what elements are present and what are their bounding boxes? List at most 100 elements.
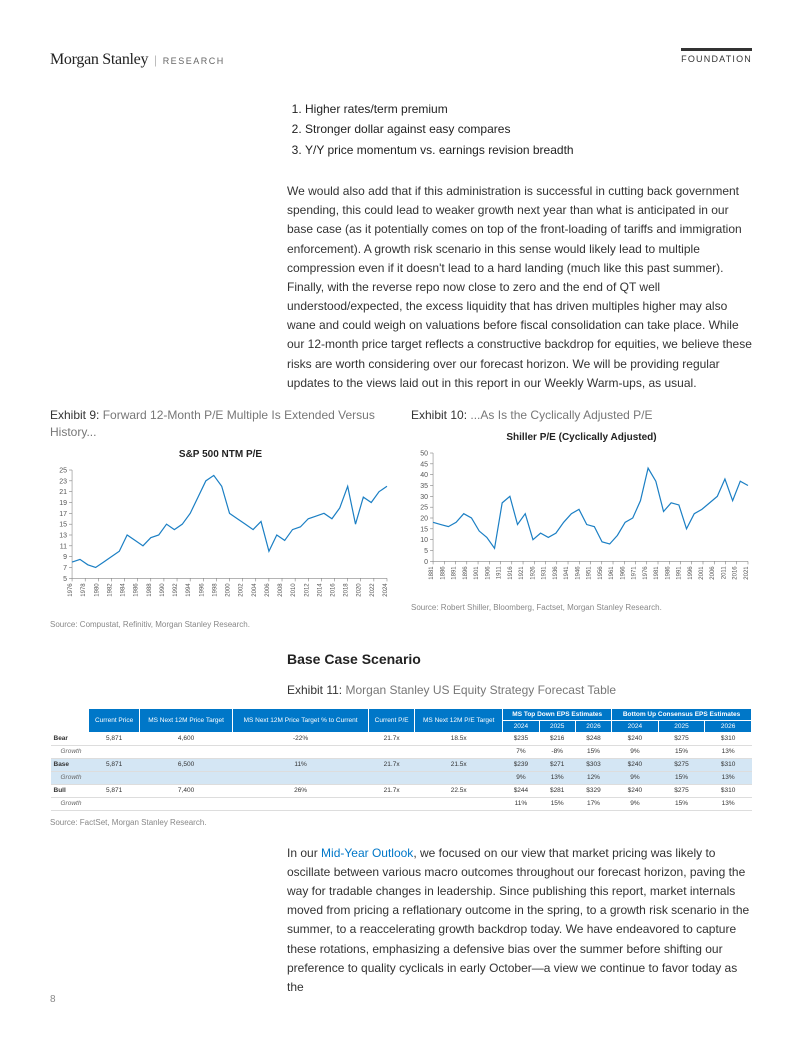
svg-text:1881: 1881 <box>429 566 435 580</box>
svg-text:11: 11 <box>60 543 67 550</box>
svg-text:30: 30 <box>420 494 428 501</box>
svg-text:1941: 1941 <box>564 566 570 580</box>
svg-text:45: 45 <box>420 462 428 469</box>
table-source: Source: FactSet, Morgan Stanley Research… <box>50 817 752 829</box>
svg-text:23: 23 <box>59 478 67 485</box>
svg-text:1891: 1891 <box>452 566 458 580</box>
svg-text:1936: 1936 <box>553 566 559 580</box>
svg-text:1996: 1996 <box>199 583 205 597</box>
svg-text:2001: 2001 <box>699 566 705 580</box>
svg-text:1976: 1976 <box>68 583 74 597</box>
svg-text:2010: 2010 <box>291 583 297 597</box>
brand-sub: RESEARCH <box>163 56 225 66</box>
svg-text:1926: 1926 <box>530 566 536 580</box>
closing-paragraph: In our Mid-Year Outlook, we focused on o… <box>287 844 752 998</box>
svg-text:1966: 1966 <box>620 566 626 580</box>
forecast-table: Current PriceMS Next 12M Price TargetMS … <box>50 708 752 812</box>
svg-text:1990: 1990 <box>160 583 166 597</box>
svg-text:2014: 2014 <box>317 583 323 597</box>
exhibit-9-desc: Forward 12-Month P/E Multiple Is Extende… <box>50 408 375 439</box>
svg-text:13: 13 <box>59 533 67 540</box>
svg-text:1901: 1901 <box>474 566 480 580</box>
svg-text:2022: 2022 <box>370 583 376 597</box>
chart-9-source: Source: Compustat, Refinitiv, Morgan Sta… <box>50 619 391 631</box>
svg-text:1986: 1986 <box>665 566 671 580</box>
svg-text:1951: 1951 <box>587 566 593 580</box>
chart-10-svg: 0510152025303540455018811886189118961901… <box>411 449 752 589</box>
svg-text:40: 40 <box>420 473 428 480</box>
svg-text:1961: 1961 <box>609 566 615 580</box>
svg-text:1896: 1896 <box>463 566 469 580</box>
exhibit-11-desc: Morgan Stanley US Equity Strategy Foreca… <box>346 683 617 697</box>
svg-text:1976: 1976 <box>643 566 649 580</box>
exhibit-11-label: Exhibit 11: <box>287 683 342 697</box>
svg-text:1981: 1981 <box>654 566 660 580</box>
exhibit-9: Exhibit 9: Forward 12-Month P/E Multiple… <box>50 407 391 631</box>
svg-text:1994: 1994 <box>186 583 192 597</box>
svg-text:5: 5 <box>424 548 428 555</box>
list-item: Higher rates/term premium <box>305 99 752 119</box>
svg-text:2018: 2018 <box>344 583 350 597</box>
svg-text:1984: 1984 <box>121 583 127 597</box>
closing-block: In our Mid-Year Outlook, we focused on o… <box>287 844 752 998</box>
list-item: Y/Y price momentum vs. earnings revision… <box>305 140 752 160</box>
exhibit-11-title: Exhibit 11: Morgan Stanley US Equity Str… <box>287 681 752 700</box>
svg-text:2012: 2012 <box>304 583 310 597</box>
brand-name: Morgan Stanley <box>50 51 148 68</box>
svg-text:1931: 1931 <box>542 566 548 580</box>
svg-text:1996: 1996 <box>688 566 694 580</box>
svg-text:25: 25 <box>420 505 428 512</box>
intro-block: Higher rates/term premium Stronger dolla… <box>287 99 752 393</box>
svg-text:1988: 1988 <box>147 583 153 597</box>
base-case-section: Base Case Scenario Exhibit 11: Morgan St… <box>287 649 752 699</box>
svg-text:2024: 2024 <box>383 583 389 597</box>
svg-text:1971: 1971 <box>632 566 638 580</box>
svg-text:1906: 1906 <box>485 566 491 580</box>
exhibit-10-title: Exhibit 10: ...As Is the Cyclically Adju… <box>411 407 752 424</box>
svg-text:2016: 2016 <box>733 566 739 580</box>
svg-text:2021: 2021 <box>744 566 750 580</box>
svg-text:1921: 1921 <box>519 566 525 580</box>
svg-text:1986: 1986 <box>134 583 140 597</box>
foundation-label: FOUNDATION <box>681 48 752 67</box>
svg-text:2006: 2006 <box>710 566 716 580</box>
exhibit-9-label: Exhibit 9: <box>50 408 99 422</box>
exhibit-10-desc: ...As Is the Cyclically Adjusted P/E <box>470 408 652 422</box>
exhibits-row: Exhibit 9: Forward 12-Month P/E Multiple… <box>50 407 752 631</box>
svg-text:2004: 2004 <box>252 583 258 597</box>
svg-text:1916: 1916 <box>508 566 514 580</box>
para2-post: , we focused on our view that market pri… <box>287 846 749 994</box>
numbered-list: Higher rates/term premium Stronger dolla… <box>305 99 752 160</box>
body-paragraph: We would also add that if this administr… <box>287 182 752 393</box>
svg-text:25: 25 <box>59 468 67 475</box>
svg-text:2002: 2002 <box>239 583 245 597</box>
svg-text:1992: 1992 <box>173 583 179 597</box>
svg-text:15: 15 <box>420 527 428 534</box>
svg-text:1946: 1946 <box>575 566 581 580</box>
svg-text:20: 20 <box>420 516 428 523</box>
brand-block: Morgan Stanley|RESEARCH <box>50 48 225 73</box>
para2-pre: In our <box>287 846 321 860</box>
svg-text:50: 50 <box>420 451 428 458</box>
svg-text:2006: 2006 <box>265 583 271 597</box>
exhibit-10-label: Exhibit 10: <box>411 408 467 422</box>
svg-text:0: 0 <box>424 559 428 566</box>
list-item: Stronger dollar against easy compares <box>305 119 752 139</box>
section-heading: Base Case Scenario <box>287 649 752 671</box>
svg-text:2000: 2000 <box>226 583 232 597</box>
chart-10-source: Source: Robert Shiller, Bloomberg, Facts… <box>411 602 752 614</box>
svg-text:1982: 1982 <box>107 583 113 597</box>
svg-text:17: 17 <box>59 511 67 518</box>
mid-year-link[interactable]: Mid-Year Outlook <box>321 846 413 860</box>
svg-text:2020: 2020 <box>357 583 363 597</box>
svg-text:2016: 2016 <box>331 583 337 597</box>
svg-text:7: 7 <box>63 565 67 572</box>
svg-text:1991: 1991 <box>677 566 683 580</box>
page-number: 8 <box>50 992 56 1008</box>
svg-text:19: 19 <box>59 500 67 507</box>
svg-text:10: 10 <box>420 537 428 544</box>
chart-9-title: S&P 500 NTM P/E <box>50 447 391 463</box>
svg-text:2008: 2008 <box>278 583 284 597</box>
page-header: Morgan Stanley|RESEARCH FOUNDATION <box>50 48 752 73</box>
svg-text:1998: 1998 <box>212 583 218 597</box>
